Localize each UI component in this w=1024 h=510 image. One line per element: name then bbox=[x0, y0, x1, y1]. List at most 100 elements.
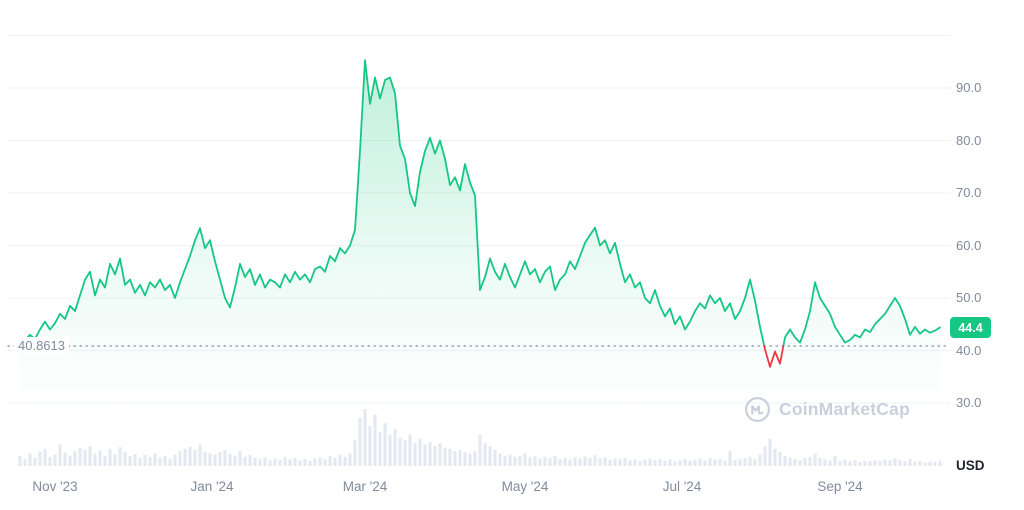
volume-bar bbox=[108, 448, 112, 466]
volume-bar bbox=[908, 459, 912, 466]
volume-bar bbox=[543, 456, 547, 466]
volume-bar bbox=[698, 458, 702, 466]
volume-bar bbox=[483, 443, 487, 466]
volume-bar bbox=[243, 456, 247, 466]
volume-bar bbox=[678, 460, 682, 466]
volume-bar bbox=[103, 455, 107, 466]
volume-bar bbox=[858, 462, 862, 466]
volume-bar bbox=[798, 460, 802, 466]
volume-bar bbox=[938, 460, 942, 466]
volume-bar bbox=[283, 456, 287, 466]
volume-bar bbox=[203, 451, 207, 466]
volume-bar bbox=[728, 451, 732, 466]
volume-bar bbox=[788, 457, 792, 466]
volume-bar bbox=[123, 451, 127, 466]
volume-bar bbox=[708, 458, 712, 466]
volume-bar bbox=[518, 455, 522, 466]
volume-bar bbox=[83, 450, 87, 466]
volume-bar bbox=[308, 460, 312, 466]
volume-bar bbox=[888, 460, 892, 466]
volume-bar bbox=[28, 453, 32, 466]
watermark: CoinMarketCap bbox=[744, 395, 910, 423]
volume-bar bbox=[198, 444, 202, 466]
volume-bar bbox=[233, 455, 237, 466]
volume-bar bbox=[863, 460, 867, 466]
volume-bar bbox=[48, 456, 52, 466]
volume-bar bbox=[93, 453, 97, 466]
volume-bar bbox=[558, 459, 562, 466]
x-tick-label: Jul '24 bbox=[662, 479, 702, 494]
volume-bar bbox=[343, 456, 347, 466]
volume-bar bbox=[248, 455, 252, 466]
y-tick-label: 40.0 bbox=[956, 343, 982, 358]
volume-bar bbox=[453, 451, 457, 466]
volume-bar bbox=[158, 457, 162, 466]
volume-bar bbox=[268, 460, 272, 466]
volume-bar bbox=[498, 453, 502, 466]
volume-bar bbox=[618, 459, 622, 466]
volume-bar bbox=[503, 455, 507, 466]
volume-bar bbox=[848, 461, 852, 466]
volume-bar bbox=[228, 453, 232, 466]
volume-bar bbox=[78, 447, 82, 466]
volume-bar bbox=[818, 458, 822, 466]
volume-bar bbox=[378, 431, 382, 466]
volume-bar bbox=[153, 453, 157, 466]
volume-bar bbox=[823, 459, 827, 466]
volume-bar bbox=[423, 444, 427, 466]
volume-bar bbox=[738, 459, 742, 466]
x-tick-label: Mar '24 bbox=[342, 479, 388, 494]
volume-bar bbox=[288, 459, 292, 466]
volume-bar bbox=[143, 455, 147, 466]
price-line-down bbox=[763, 345, 785, 368]
volume-bar bbox=[208, 453, 212, 466]
volume-bar bbox=[893, 458, 897, 466]
volume-bar bbox=[193, 450, 197, 466]
volume-bar bbox=[313, 458, 317, 466]
volume-bar bbox=[903, 461, 907, 466]
volume-bar bbox=[468, 453, 472, 466]
volume-bar bbox=[688, 460, 692, 466]
y-tick-label: 90.0 bbox=[956, 80, 982, 95]
volume-bar bbox=[808, 456, 812, 466]
volume-bar bbox=[813, 453, 817, 466]
volume-bar bbox=[928, 461, 932, 466]
volume-bar bbox=[773, 448, 777, 466]
volume-bar bbox=[918, 460, 922, 466]
volume-bar bbox=[638, 460, 642, 466]
volume-bar bbox=[568, 459, 572, 466]
volume-bar bbox=[298, 460, 302, 466]
volume-bar bbox=[573, 457, 577, 466]
volume-bar bbox=[593, 455, 597, 466]
reference-price-label: 40.8613 bbox=[14, 337, 69, 355]
volume-bar bbox=[633, 459, 637, 466]
volume-bar bbox=[923, 462, 927, 466]
volume-bar bbox=[623, 458, 627, 466]
volume-bar bbox=[508, 454, 512, 466]
x-axis-labels: Nov '23 Jan '24 Mar '24 May '24 Jul '24 Sep '… bbox=[0, 479, 1024, 499]
volume-bar bbox=[723, 460, 727, 466]
volume-bar bbox=[258, 459, 262, 466]
volume-bar bbox=[523, 453, 527, 466]
volume-bar bbox=[38, 451, 42, 466]
volume-bar bbox=[53, 454, 57, 466]
volume-bar bbox=[713, 459, 717, 466]
volume-bar bbox=[693, 459, 697, 466]
volume-bar bbox=[833, 455, 837, 466]
volume-bar bbox=[58, 444, 62, 466]
volume-bar bbox=[883, 459, 887, 466]
x-tick-label: Jan '24 bbox=[190, 479, 234, 494]
volume-bar bbox=[133, 454, 137, 466]
watermark-text: CoinMarketCap bbox=[779, 398, 910, 419]
currency-label: USD bbox=[956, 458, 985, 473]
volume-bar bbox=[608, 459, 612, 466]
volume-bar bbox=[418, 438, 422, 466]
volume-bar bbox=[758, 454, 762, 466]
volume-bar bbox=[113, 454, 117, 466]
volume-bar bbox=[683, 459, 687, 466]
volume-bar bbox=[528, 457, 532, 466]
x-tick-label: May '24 bbox=[501, 479, 549, 494]
volume-bar bbox=[433, 446, 437, 466]
volume-bar bbox=[393, 428, 397, 466]
